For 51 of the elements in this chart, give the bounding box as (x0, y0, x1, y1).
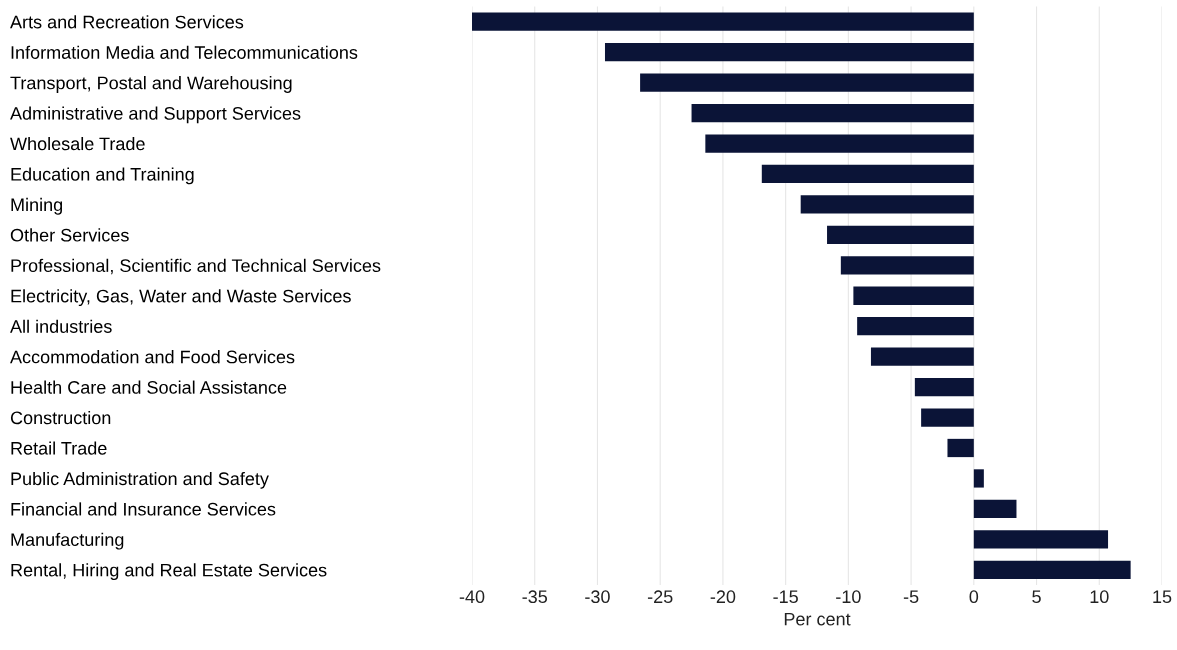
bar (973, 499, 1017, 519)
bar (827, 225, 974, 244)
y-tick-label: Construction (10, 411, 111, 425)
y-tick-label: Financial and Insurance Services (11, 502, 276, 516)
bar (691, 103, 974, 123)
y-tick-label: Information Media and Telecommunications (11, 45, 358, 59)
bar (973, 530, 1109, 549)
x-tick-label: -10 (836, 590, 861, 604)
x-axis-title: Per cent (784, 612, 851, 626)
x-tick-label: 10 (1090, 590, 1109, 604)
y-tick-label: All industries (10, 319, 112, 333)
y-tick-label: Manufacturing (11, 532, 124, 550)
y-tick-label: Other Services (10, 228, 129, 242)
bar (472, 12, 974, 31)
bar (857, 317, 974, 336)
bar (840, 256, 974, 275)
bar (761, 164, 974, 184)
x-tick-label: -20 (710, 590, 736, 604)
bar (973, 560, 1131, 579)
y-tick-label: Health Care and Social Assistance (11, 380, 287, 394)
bar (921, 408, 974, 427)
bar (604, 43, 974, 62)
x-tick-label: 0 (969, 590, 979, 604)
bar (800, 195, 974, 214)
y-tick-label: Public Administration and Safety (11, 471, 269, 489)
x-tick-label: 15 (1153, 590, 1172, 604)
bar (705, 134, 974, 153)
y-tick-label: Administrative and Support Services (10, 106, 301, 124)
x-tick-label: -15 (773, 590, 798, 604)
x-tick-label: 5 (1032, 590, 1041, 604)
y-tick-label: Professional, Scientific and Technical Services (11, 258, 381, 275)
y-tick-label: Rental, Hiring and Real Estate Services (11, 563, 327, 581)
x-tick-label: -5 (903, 590, 919, 604)
y-tick-label: Education and Training (11, 167, 194, 185)
bar (973, 469, 984, 488)
x-tick-label: -30 (585, 590, 610, 604)
y-tick-label: Electricity, Gas, Water and Waste Services (11, 289, 351, 307)
bar (870, 347, 974, 366)
bar (853, 286, 974, 305)
bar (640, 73, 974, 92)
bar (947, 438, 974, 458)
y-tick-label: Wholesale Trade (10, 136, 145, 151)
x-tick-label: -35 (522, 590, 548, 604)
bar (914, 377, 974, 397)
y-tick-label: Accommodation and Food Services (10, 350, 295, 364)
y-tick-label: Mining (11, 197, 63, 215)
y-tick-label: Transport, Postal and Warehousing (10, 76, 292, 93)
y-tick-label: Retail Trade (11, 441, 107, 455)
x-tick-label: -40 (459, 590, 485, 604)
y-tick-label: Arts and Recreation Services (10, 15, 244, 29)
x-tick-label: -25 (647, 590, 673, 604)
